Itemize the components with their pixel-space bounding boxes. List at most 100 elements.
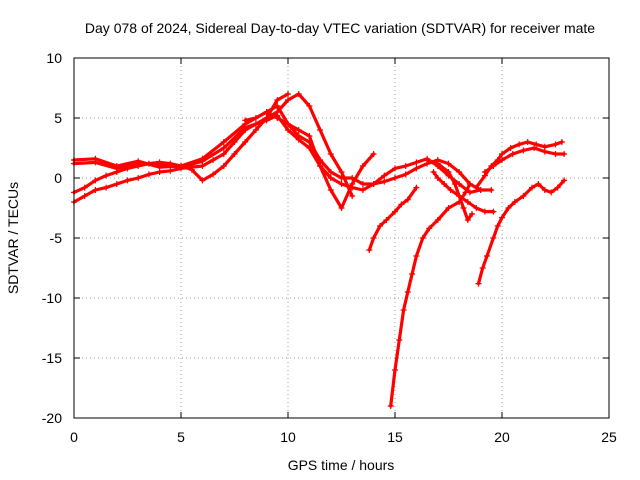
data-point xyxy=(220,163,227,169)
grid-lines xyxy=(74,58,609,418)
data-point xyxy=(413,253,420,259)
series-line xyxy=(243,110,376,210)
x-tick-label: 20 xyxy=(494,429,510,445)
data-point xyxy=(285,97,291,103)
data-point xyxy=(113,169,120,175)
data-point xyxy=(561,151,568,157)
data-point xyxy=(156,169,163,175)
y-tick-label: -15 xyxy=(42,350,62,366)
data-point xyxy=(404,196,411,203)
data-point xyxy=(295,136,302,143)
x-tick-label: 0 xyxy=(70,429,78,445)
x-axis-label: GPS time / hours xyxy=(288,457,395,473)
data-point xyxy=(317,127,324,133)
data-point xyxy=(199,163,206,169)
data-point xyxy=(338,169,345,175)
data-point xyxy=(145,160,152,167)
data-point xyxy=(447,187,454,193)
data-point xyxy=(511,199,518,205)
data-point xyxy=(274,97,281,103)
data-point xyxy=(494,223,501,229)
data-point xyxy=(92,159,99,166)
data-point xyxy=(220,145,227,151)
data-point xyxy=(499,151,505,157)
data-point xyxy=(434,217,441,223)
data-point xyxy=(274,109,281,115)
data-point xyxy=(306,145,313,151)
data-point xyxy=(370,235,377,241)
series-sat-e xyxy=(242,109,377,211)
data-point xyxy=(481,169,488,175)
data-point xyxy=(481,208,488,215)
data-point xyxy=(488,187,495,193)
series-sat-b xyxy=(71,112,484,196)
data-point xyxy=(285,91,291,97)
data-point xyxy=(349,181,356,187)
data-point xyxy=(338,205,345,211)
data-point xyxy=(306,133,313,139)
data-point xyxy=(402,163,409,169)
data-point xyxy=(210,157,217,163)
data-point xyxy=(430,169,437,175)
data-point xyxy=(499,214,505,221)
data-point xyxy=(167,160,174,167)
data-point xyxy=(252,121,259,127)
data-point xyxy=(398,201,405,208)
data-point xyxy=(456,169,463,175)
data-point xyxy=(561,177,568,184)
data-point xyxy=(456,193,463,199)
data-point xyxy=(124,165,131,172)
data-point xyxy=(402,171,409,178)
data-point xyxy=(103,172,110,179)
data-point xyxy=(392,208,398,215)
series-line xyxy=(389,182,472,408)
data-point xyxy=(529,184,535,191)
data-point xyxy=(392,165,398,172)
data-point xyxy=(507,145,514,151)
data-point xyxy=(400,307,407,313)
data-point xyxy=(370,151,377,157)
x-tick-label: 10 xyxy=(280,429,296,445)
data-point xyxy=(263,109,270,115)
data-point xyxy=(242,127,249,133)
data-point xyxy=(231,139,238,145)
data-point xyxy=(231,151,238,157)
data-point xyxy=(541,148,548,155)
data-point xyxy=(490,235,497,241)
axis-ticks xyxy=(73,57,610,419)
data-point xyxy=(469,211,475,217)
data-point xyxy=(295,91,302,97)
data-point xyxy=(445,169,452,175)
data-point xyxy=(392,367,398,373)
series-line xyxy=(474,140,564,190)
data-point xyxy=(135,163,142,169)
series-sat-l xyxy=(475,177,568,287)
data-point xyxy=(396,337,403,343)
data-point xyxy=(464,199,471,205)
data-point xyxy=(462,189,469,196)
y-tick-label: -20 xyxy=(42,410,62,426)
data-point xyxy=(554,184,561,191)
data-point xyxy=(338,181,345,187)
data-point xyxy=(535,181,542,187)
data-point xyxy=(156,159,163,166)
data-point xyxy=(199,177,206,184)
data-point xyxy=(252,127,259,133)
data-point xyxy=(413,184,420,191)
series-sat-f xyxy=(366,184,420,253)
data-point xyxy=(81,193,88,199)
data-point xyxy=(285,127,291,133)
data-point xyxy=(451,181,458,187)
data-point xyxy=(445,205,452,211)
data-point xyxy=(473,205,480,211)
x-tick-label: 15 xyxy=(387,429,403,445)
data-point xyxy=(81,184,88,191)
data-series-layer xyxy=(71,91,568,409)
series-sat-k xyxy=(481,145,568,175)
y-tick-label: -5 xyxy=(50,230,63,246)
series-line xyxy=(367,186,418,252)
data-point xyxy=(359,187,366,193)
data-point xyxy=(383,217,390,223)
x-tick-label: 5 xyxy=(177,429,185,445)
data-point xyxy=(349,193,356,199)
